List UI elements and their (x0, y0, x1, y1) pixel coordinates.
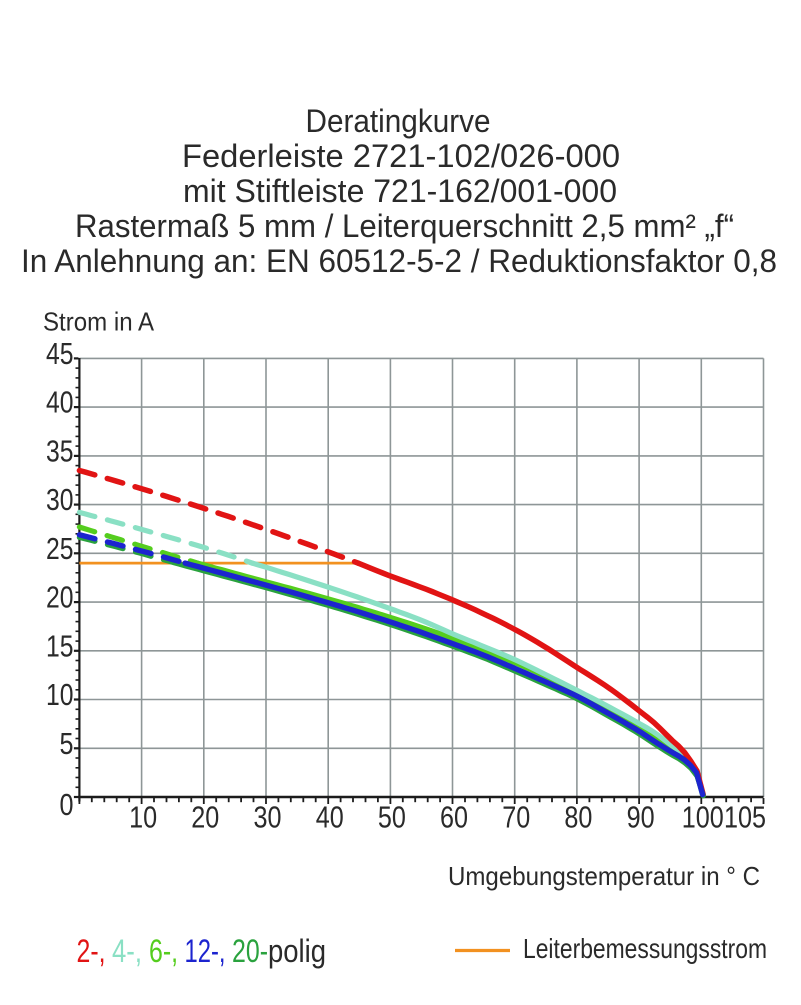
svg-text:80: 80 (564, 800, 592, 835)
svg-text:70: 70 (502, 800, 530, 835)
svg-text:60: 60 (440, 800, 468, 835)
svg-text:40: 40 (316, 800, 344, 835)
svg-text:45: 45 (46, 336, 74, 371)
svg-text:20: 20 (191, 800, 219, 835)
svg-text:50: 50 (378, 800, 406, 835)
svg-text:Umgebungstemperatur in ° C: Umgebungstemperatur in ° C (448, 861, 760, 891)
svg-text:polig: polig (268, 933, 326, 969)
svg-text:15: 15 (46, 628, 74, 663)
svg-text:Federleiste 2721-102/026-000: Federleiste 2721-102/026-000 (182, 138, 620, 174)
svg-text:Deratingkurve: Deratingkurve (306, 103, 491, 139)
svg-text:40: 40 (46, 385, 74, 420)
svg-text:25: 25 (46, 531, 74, 566)
svg-text:Rastermaß 5 mm / Leiterquersch: Rastermaß 5 mm / Leiterquerschnitt 2,5 m… (75, 208, 734, 244)
svg-text:5: 5 (60, 726, 74, 761)
svg-text:100: 100 (682, 800, 724, 835)
svg-text:20-: 20- (232, 933, 268, 969)
svg-text:30: 30 (46, 482, 74, 517)
svg-text:Leiterbemessungsstrom: Leiterbemessungsstrom (523, 933, 767, 964)
svg-text:4-,: 4-, (112, 933, 142, 969)
svg-text:mit Stiftleiste 721-162/001-00: mit Stiftleiste 721-162/001-000 (183, 173, 617, 209)
svg-text:30: 30 (254, 800, 282, 835)
svg-text:12-,: 12-, (185, 933, 226, 969)
svg-text:105: 105 (724, 800, 766, 835)
svg-text:35: 35 (46, 434, 74, 469)
svg-text:6-,: 6-, (149, 933, 178, 969)
svg-text:2-,: 2-, (77, 933, 106, 969)
svg-text:In Anlehnung an: EN 60512-5-2: In Anlehnung an: EN 60512-5-2 / Reduktio… (21, 243, 777, 279)
svg-text:20: 20 (46, 580, 74, 615)
svg-text:Strom in A: Strom in A (43, 306, 155, 336)
svg-text:90: 90 (627, 800, 655, 835)
svg-text:0: 0 (60, 787, 74, 822)
svg-text:10: 10 (129, 800, 157, 835)
svg-text:10: 10 (46, 677, 74, 712)
